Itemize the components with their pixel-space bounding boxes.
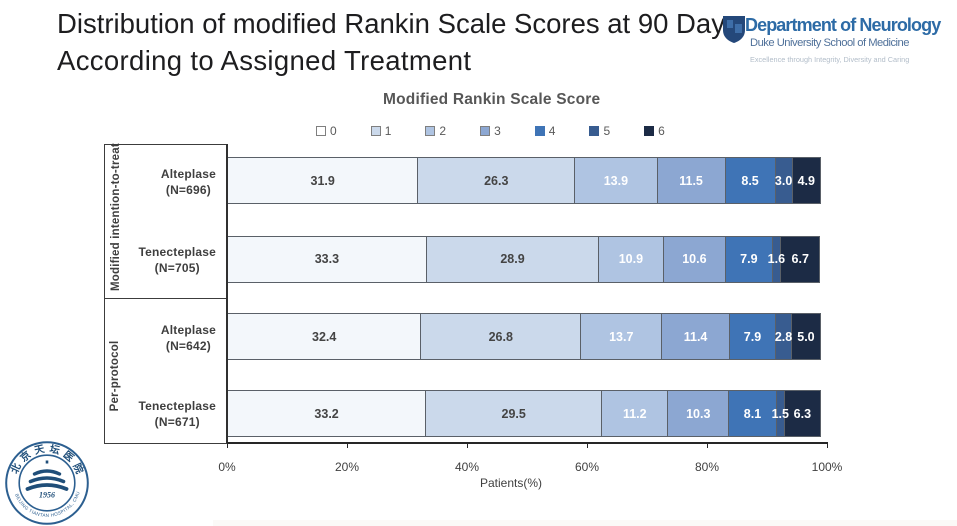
svg-text:天: 天 (33, 443, 46, 457)
svg-text:坛: 坛 (48, 442, 61, 457)
svg-text:1956: 1956 (39, 491, 55, 500)
svg-text:院: 院 (70, 461, 86, 476)
svg-text:北: 北 (8, 461, 24, 476)
